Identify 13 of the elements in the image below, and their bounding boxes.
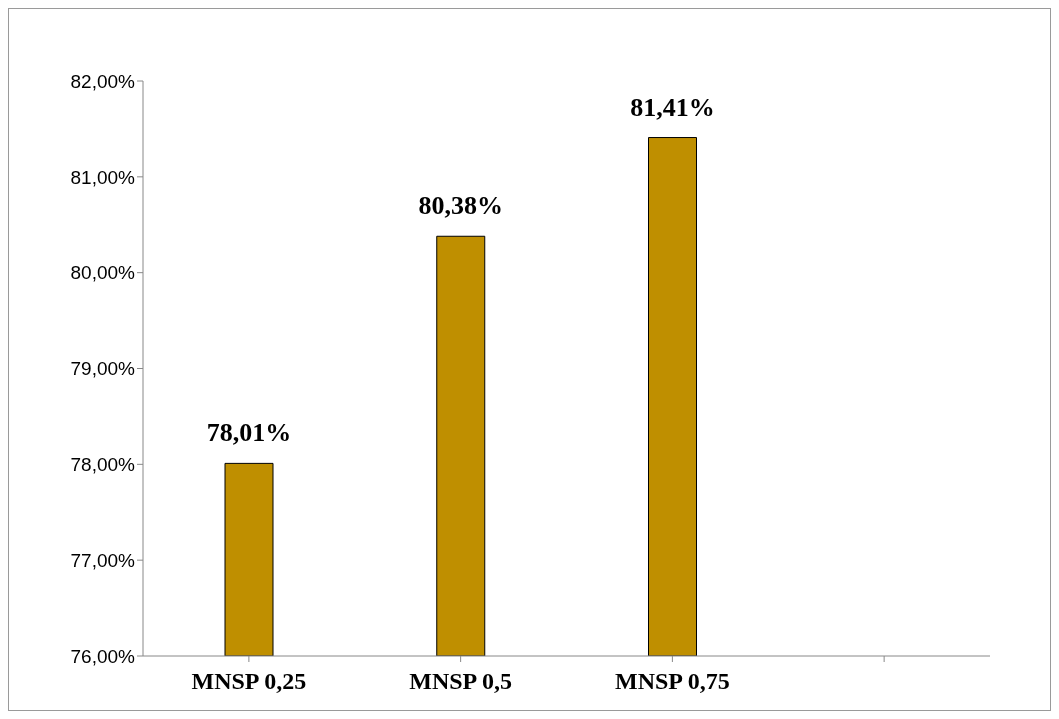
x-tick-label: MNSP 0,25: [191, 668, 307, 695]
data-label: 81,41%: [630, 92, 715, 122]
x-tick-label: MNSP 0,5: [409, 668, 512, 695]
y-tick-label: 81,00%: [70, 166, 136, 188]
y-tick-label: 80,00%: [70, 262, 136, 284]
y-tick-label: 82,00%: [70, 70, 136, 92]
y-tick-label: 79,00%: [70, 358, 136, 380]
y-tick-label: 78,00%: [70, 454, 136, 476]
data-label: 78,01%: [206, 418, 292, 448]
x-tick-label: MNSP 0,75: [615, 668, 730, 695]
y-tick-label: 76,00%: [70, 645, 136, 667]
data-label: 80,38%: [418, 191, 503, 221]
y-tick-label: 77,00%: [70, 549, 136, 571]
